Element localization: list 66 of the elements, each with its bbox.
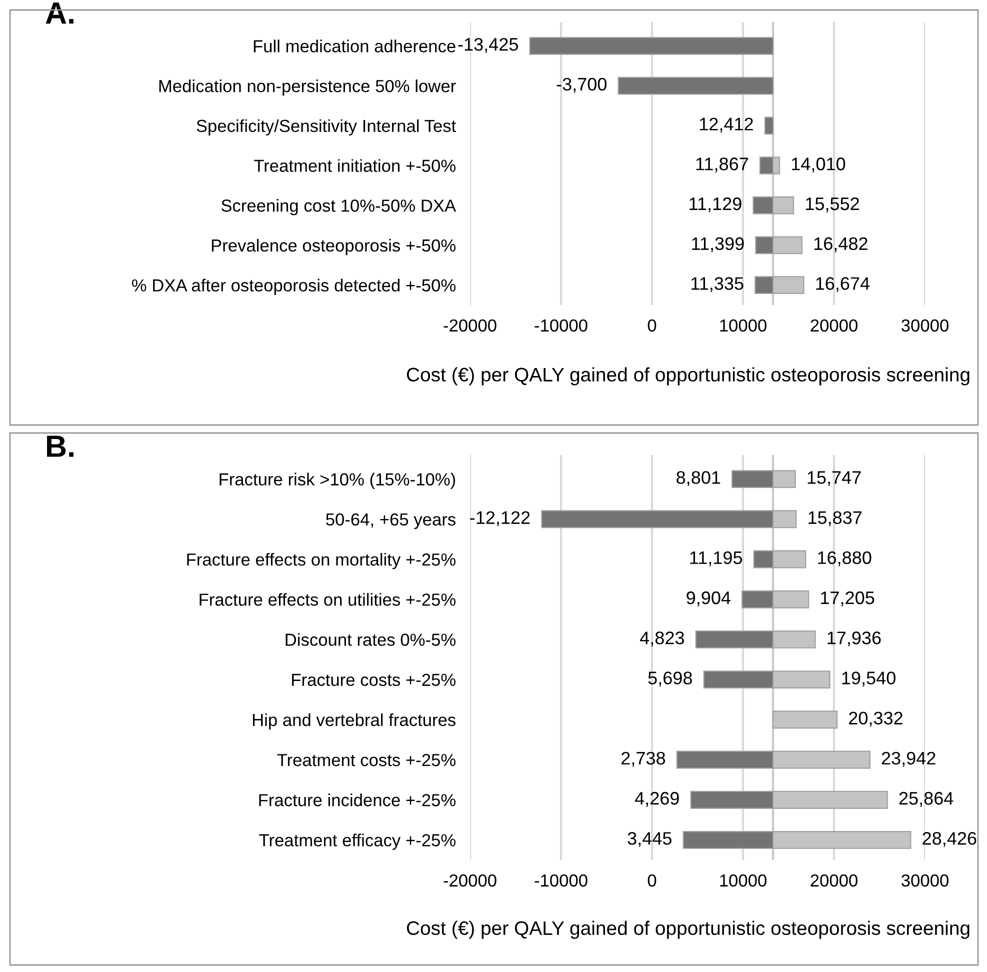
data-label: 16,482 xyxy=(814,237,868,252)
data-label: 11,399 xyxy=(692,237,744,252)
data-label: 11,195 xyxy=(690,551,742,566)
data-label: 16,880 xyxy=(818,551,872,566)
data-label: 4,269 xyxy=(634,792,679,807)
bar xyxy=(529,36,774,55)
y-tick-label: Fracture risk >10% (15%-10%) xyxy=(220,472,456,489)
x-tick-label: -20000 xyxy=(444,874,496,887)
x-tick-label: 0 xyxy=(648,319,656,332)
x-tick-label: 30000 xyxy=(902,319,948,332)
y-tick-label: % DXA after osteoporosis detected +-50% xyxy=(132,278,456,295)
data-label: -12,122 xyxy=(470,511,530,526)
data-label: 15,552 xyxy=(806,197,859,212)
data-label: 20,332 xyxy=(849,712,902,727)
y-tick-label: Prevalence osteoporosis +-50% xyxy=(212,238,456,256)
y-tick-label: Full medication adherence xyxy=(254,40,456,52)
x-tick-label: 0 xyxy=(648,874,656,887)
data-label: 15,837 xyxy=(808,511,862,526)
data-label: -3,700 xyxy=(556,78,607,93)
y-tick-label: Treatment initiation +-50% xyxy=(254,159,456,172)
bar xyxy=(764,116,774,135)
x-tick-label: 10000 xyxy=(720,319,766,332)
data-label: 3,445 xyxy=(628,832,672,847)
data-label: 5,698 xyxy=(648,672,692,687)
x-tick-label: -10000 xyxy=(534,319,588,332)
x-axis-title: Cost (€) per QALY gained of opportunistic osteoporosis screening xyxy=(406,920,970,939)
data-label: 4,823 xyxy=(640,632,684,646)
data-label: 17,936 xyxy=(828,632,881,646)
y-tick-label: Discount rates 0%-5% xyxy=(286,633,456,646)
data-label: 19,540 xyxy=(842,672,896,687)
x-tick-label: -20000 xyxy=(444,319,496,332)
y-tick-label: Treatment costs +-25% xyxy=(277,754,456,766)
data-label: 15,747 xyxy=(808,471,861,486)
data-label: -13,425 xyxy=(458,38,518,53)
x-tick-label: -10000 xyxy=(534,874,588,887)
y-tick-label: Hip and vertebral fractures xyxy=(252,713,456,730)
x-axis-title: Cost (€) per QALY gained of opportunistic osteoporosis screening xyxy=(406,367,970,386)
data-label: 12,412 xyxy=(700,118,753,133)
x-tick-label: 10000 xyxy=(720,874,766,887)
text: A. xyxy=(46,2,74,24)
y-tick-label: Screening cost 10%-50% DXA xyxy=(221,199,456,216)
text: B. xyxy=(47,436,74,457)
x-tick-label: 20000 xyxy=(810,874,858,887)
data-label: 14,010 xyxy=(792,158,846,172)
y-tick-label: 50-64, +65 years xyxy=(326,513,456,530)
y-tick-label: Fracture effects on mortality +-25% xyxy=(187,552,456,570)
data-label: 2,738 xyxy=(622,752,666,767)
data-label: 25,864 xyxy=(899,792,954,807)
y-tick-label: Fracture incidence +-25% xyxy=(259,794,456,806)
data-label: 8,801 xyxy=(676,471,720,486)
data-label: 17,205 xyxy=(821,591,874,606)
y-tick-label: Medication non-persistence 50% lower xyxy=(159,79,456,96)
data-label: 11,129 xyxy=(690,197,742,212)
bar xyxy=(618,76,774,95)
x-tick-label: 30000 xyxy=(902,874,948,887)
x-tick-label: 20000 xyxy=(810,319,858,332)
y-tick-label: Treatment efficacy +-25% xyxy=(259,834,456,850)
y-tick-label: Fracture costs +-25% xyxy=(292,674,456,686)
data-label: 16,674 xyxy=(816,277,870,292)
data-label: 11,335 xyxy=(692,277,744,292)
data-label: 28,426 xyxy=(922,832,976,847)
y-tick-label: Specificity/Sensitivity Internal Test xyxy=(196,119,456,136)
data-label: 9,904 xyxy=(686,591,730,606)
y-tick-label: Fracture effects on utilities +-25% xyxy=(200,593,456,606)
data-label: 23,942 xyxy=(882,752,936,767)
data-label: 11,867 xyxy=(696,158,748,172)
